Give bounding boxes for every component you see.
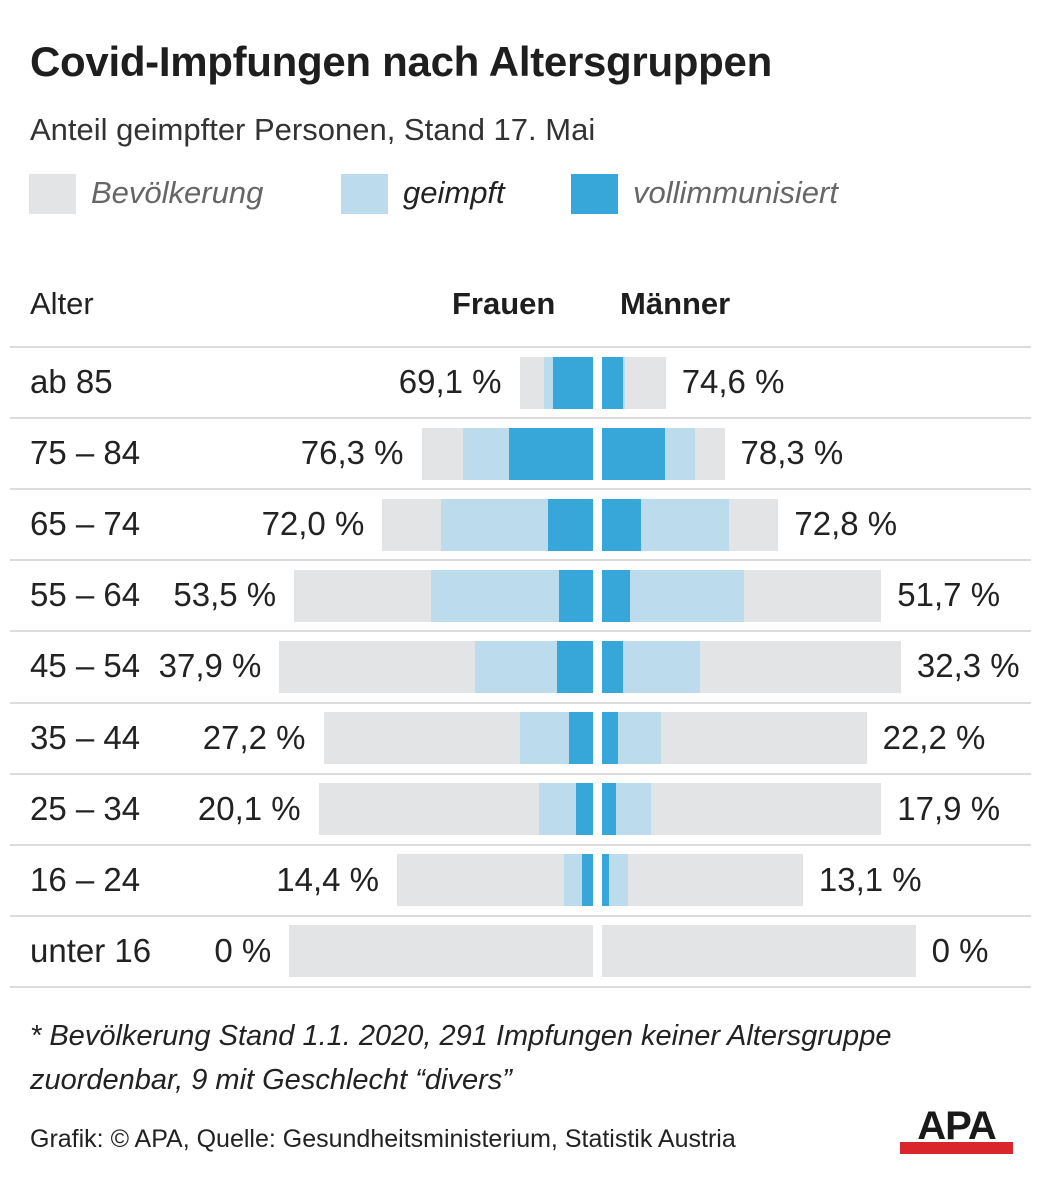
row-divider xyxy=(10,417,1031,420)
legend-label-vaccinated: geimpft xyxy=(403,175,505,210)
legend-swatch-population xyxy=(29,174,76,214)
row-divider xyxy=(10,559,1031,562)
men-fully-immunized-bar xyxy=(602,427,665,480)
women-vaccinated-share: 14,4 % xyxy=(276,860,379,898)
women-vaccinated-share: 53,5 % xyxy=(173,576,277,614)
age-group-label: 75 – 84 xyxy=(30,434,141,472)
women-fully-immunized-bar xyxy=(557,640,593,693)
row-divider xyxy=(10,346,1031,348)
age-group-label: 45 – 54 xyxy=(30,647,141,685)
women-fully-immunized-bar xyxy=(508,427,593,480)
apa-logo: APA xyxy=(900,1104,1013,1156)
men-fully-immunized-bar xyxy=(602,356,623,409)
age-group-label: 65 – 74 xyxy=(30,505,141,543)
age-group-label: unter 16 xyxy=(30,931,152,969)
men-vaccinated-share: 51,7 % xyxy=(897,576,1001,614)
men-fully-immunized-bar xyxy=(602,569,631,622)
women-fully-immunized-bar xyxy=(548,498,593,551)
row-divider xyxy=(10,488,1031,491)
men-fully-immunized-bar xyxy=(602,712,618,765)
women-vaccinated-share: 27,2 % xyxy=(202,718,306,756)
men-vaccinated-share: 32,3 % xyxy=(916,647,1020,685)
men-vaccinated-share: 78,3 % xyxy=(740,434,844,472)
age-group-label: 25 – 34 xyxy=(30,789,141,827)
row-divider xyxy=(10,985,1031,988)
legend-label-population: Bevölkerung xyxy=(91,175,264,210)
column-header-age: Alter xyxy=(30,286,94,321)
women-fully-immunized-bar xyxy=(582,854,593,907)
women-vaccinated-share: 69,1 % xyxy=(398,363,502,400)
women-population-bar xyxy=(289,925,593,978)
men-population-bar xyxy=(602,925,916,978)
men-fully-immunized-bar xyxy=(602,783,616,836)
men-fully-immunized-bar xyxy=(602,498,642,551)
age-group-label: 16 – 24 xyxy=(30,860,141,898)
men-vaccinated-share: 22,2 % xyxy=(882,718,986,756)
women-vaccinated-share: 76,3 % xyxy=(300,434,404,472)
men-vaccinated-share: 72,8 % xyxy=(794,505,898,543)
men-vaccinated-share: 0 % xyxy=(931,931,989,969)
apa-logo-bar xyxy=(900,1142,1013,1154)
footnote: * Bevölkerung Stand 1.1. 2020, 291 Impfu… xyxy=(30,1020,892,1096)
women-fully-immunized-bar xyxy=(558,569,593,622)
women-vaccinated-share: 20,1 % xyxy=(197,789,301,827)
men-vaccinated-share: 74,6 % xyxy=(681,363,785,400)
chart-subtitle: Anteil geimpfter Personen, Stand 17. Mai xyxy=(30,112,596,147)
row-divider xyxy=(10,772,1031,775)
women-vaccinated-share: 37,9 % xyxy=(158,647,262,685)
age-group-label: 55 – 64 xyxy=(30,576,141,614)
women-vaccinated-share: 72,0 % xyxy=(261,505,365,543)
row-divider xyxy=(10,914,1031,917)
women-fully-immunized-bar xyxy=(575,783,593,836)
women-fully-immunized-bar xyxy=(568,712,593,765)
men-fully-immunized-bar xyxy=(602,854,610,907)
column-header-women: Frauen xyxy=(452,286,556,321)
women-fully-immunized-bar xyxy=(552,356,593,409)
row-divider xyxy=(10,701,1031,704)
men-fully-immunized-bar xyxy=(602,640,624,693)
men-vaccinated-share: 17,9 % xyxy=(897,789,1001,827)
legend-swatch-fully xyxy=(571,174,618,214)
men-vaccinated-share: 13,1 % xyxy=(818,860,922,898)
apa-logo-text: APA xyxy=(917,1104,996,1148)
women-population-bar xyxy=(397,854,593,907)
chart-title: Covid-Impfungen nach Altersgruppen xyxy=(30,38,772,85)
row-divider xyxy=(10,630,1031,633)
legend-label-fully: vollimmunisiert xyxy=(633,175,838,210)
source-credit: Grafik: © APA, Quelle: Gesundheitsminist… xyxy=(30,1125,736,1153)
row-divider xyxy=(10,843,1031,846)
column-header-men: Männer xyxy=(620,286,731,321)
age-group-label: ab 85 xyxy=(30,363,113,400)
men-population-bar xyxy=(602,854,803,907)
age-group-label: 35 – 44 xyxy=(30,718,141,756)
women-vaccinated-share: 0 % xyxy=(214,931,272,969)
legend-swatch-vaccinated xyxy=(341,174,388,214)
